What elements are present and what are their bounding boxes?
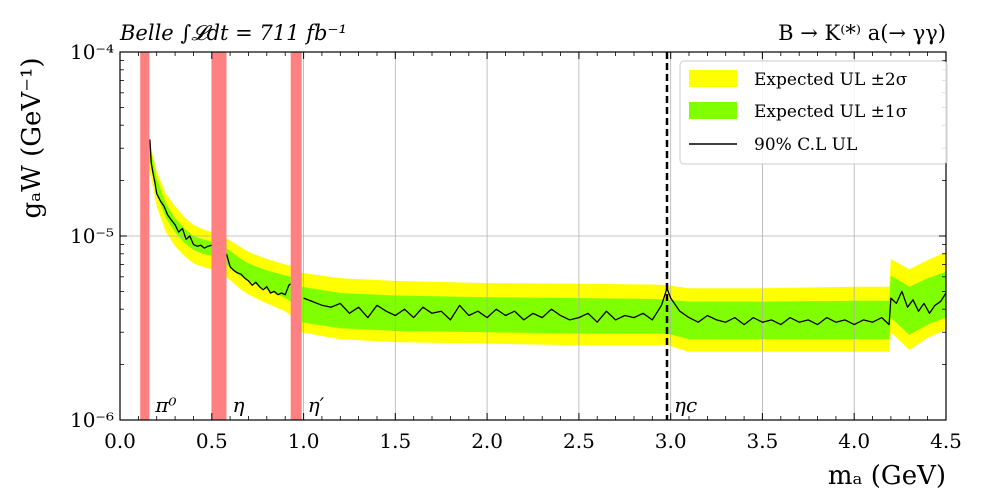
x-tick-label-7: 3.5 (746, 429, 778, 453)
x-tick-label-8: 4.0 (838, 429, 870, 453)
x-tick-label-5: 2.5 (563, 429, 595, 453)
veto-label-2: η′ (308, 393, 325, 417)
observed-ul-line-segment-2 (303, 287, 947, 326)
observed-ul-line-segment-1 (225, 253, 292, 296)
y-tick-label-0: 10⁻⁶ (70, 408, 114, 432)
x-tick-label-9: 4.5 (930, 429, 962, 453)
eta-c-marker-label: ηc (674, 393, 697, 417)
x-axis-label: mₐ (GeV) (828, 461, 946, 491)
veto-band-0 (140, 52, 150, 420)
x-tick-label-2: 1.0 (288, 429, 320, 453)
x-tick-label-1: 0.5 (196, 429, 228, 453)
legend-frame (679, 60, 948, 165)
y-axis-label: gₐW (GeV⁻¹) (17, 57, 47, 218)
x-tick-label-4: 2.0 (471, 429, 503, 453)
legend-swatch-1sigma (689, 102, 737, 119)
chart-title-left: Belle ∫𝓛dt = 711 fb⁻¹ (119, 21, 347, 45)
legend-swatch-2sigma (689, 70, 737, 87)
band-1sigma-segment-1 (226, 248, 291, 302)
band-1sigma-segment-2 (301, 271, 946, 340)
y-tick-label-1: 10⁻⁵ (70, 224, 114, 248)
observed-ul-line-segment-0 (149, 139, 212, 249)
legend: Expected UL ±2σ Expected UL ±1σ 90% C.L … (679, 60, 948, 165)
legend-label-1sigma: Expected UL ±1σ (754, 102, 908, 122)
x-tick-label-0: 0.0 (104, 429, 136, 453)
veto-label-1: η (233, 393, 245, 417)
band-1sigma-segment-0 (149, 143, 212, 256)
veto-band-1 (211, 52, 227, 420)
chart-title-right: B → K⁽*⁾ a(→ γγ) (778, 21, 946, 45)
veto-band-2 (290, 52, 302, 420)
legend-label-2sigma: Expected UL ±2σ (754, 70, 908, 90)
x-tick-label-6: 3.0 (655, 429, 687, 453)
veto-label-0: π⁰ (154, 393, 176, 417)
legend-label-observed: 90% C.L UL (754, 135, 857, 155)
y-tick-label-2: 10⁻⁴ (70, 40, 114, 64)
x-tick-label-3: 1.5 (379, 429, 411, 453)
